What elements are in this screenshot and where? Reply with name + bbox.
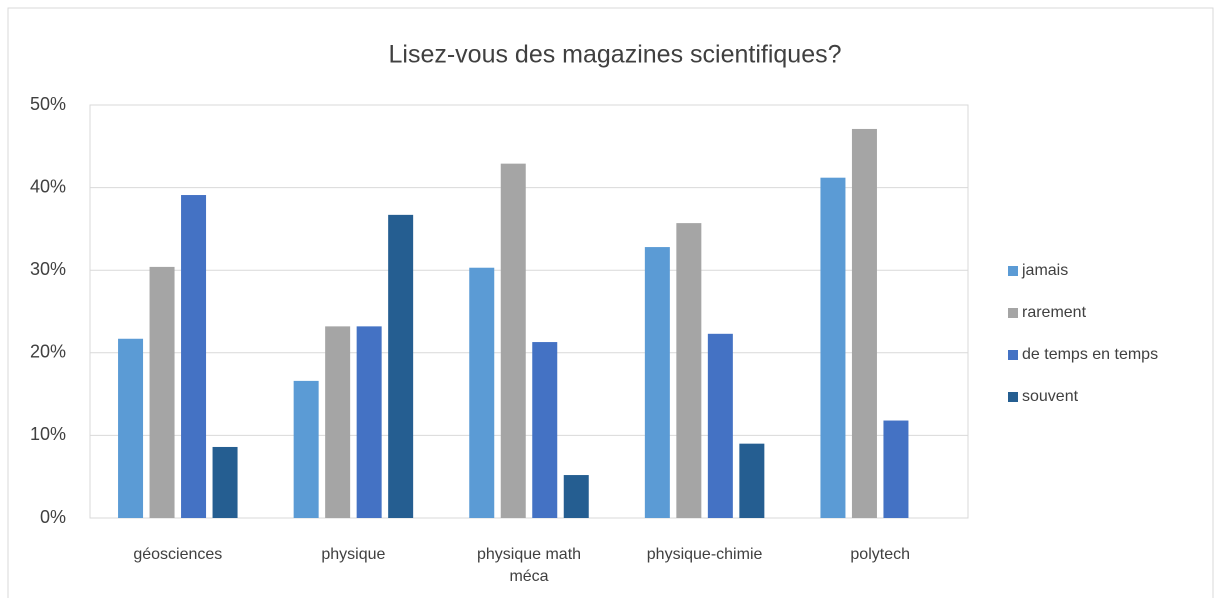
x-tick-label: physique math méca — [476, 546, 582, 585]
legend-swatch — [1008, 266, 1018, 276]
bar — [181, 195, 207, 518]
legend-label: rarement — [1022, 304, 1087, 321]
y-tick-label: 10% — [30, 424, 66, 444]
bar — [469, 267, 495, 518]
bar — [118, 338, 144, 518]
x-tick-label: géosciences — [133, 546, 223, 563]
y-tick-label: 50% — [30, 94, 66, 114]
legend-swatch — [1008, 350, 1018, 360]
bar — [500, 163, 526, 518]
y-tick-label: 30% — [30, 259, 66, 279]
y-tick-label: 20% — [30, 342, 66, 362]
legend-label: de temps en temps — [1022, 346, 1158, 363]
bar — [356, 326, 382, 518]
legend-label: souvent — [1022, 388, 1079, 405]
y-tick-label: 40% — [30, 176, 66, 196]
x-tick-label: physique — [321, 546, 386, 563]
x-tick-label: physique-chimie — [646, 546, 763, 563]
legend-label: jamais — [1021, 262, 1068, 279]
chart-title: Lisez-vous des magazines scientifiques? — [388, 41, 841, 69]
legend-swatch — [1008, 392, 1018, 402]
x-tick-label-box: polytech — [850, 546, 910, 563]
x-tick-label-box: physique-chimie — [646, 546, 763, 563]
bar — [676, 223, 702, 519]
x-tick-label-box: géosciences — [133, 546, 223, 563]
legend-swatch — [1008, 308, 1018, 318]
x-tick-label-box: physique math méca — [476, 546, 582, 585]
x-tick-label-box: physique — [321, 546, 386, 563]
bar — [851, 128, 877, 519]
bar — [883, 420, 909, 518]
bar — [644, 247, 670, 518]
bar — [563, 475, 589, 518]
bar — [325, 326, 351, 518]
bar — [707, 333, 733, 518]
x-tick-label: polytech — [850, 546, 910, 563]
y-tick-label: 0% — [40, 507, 66, 527]
chart-frame — [7, 7, 1214, 598]
bar — [388, 214, 414, 518]
bar — [532, 342, 558, 518]
plot-frame — [89, 104, 969, 519]
bar — [212, 446, 238, 518]
bar — [739, 443, 765, 518]
bar — [149, 266, 175, 518]
bar — [293, 380, 319, 518]
bar — [820, 177, 846, 519]
